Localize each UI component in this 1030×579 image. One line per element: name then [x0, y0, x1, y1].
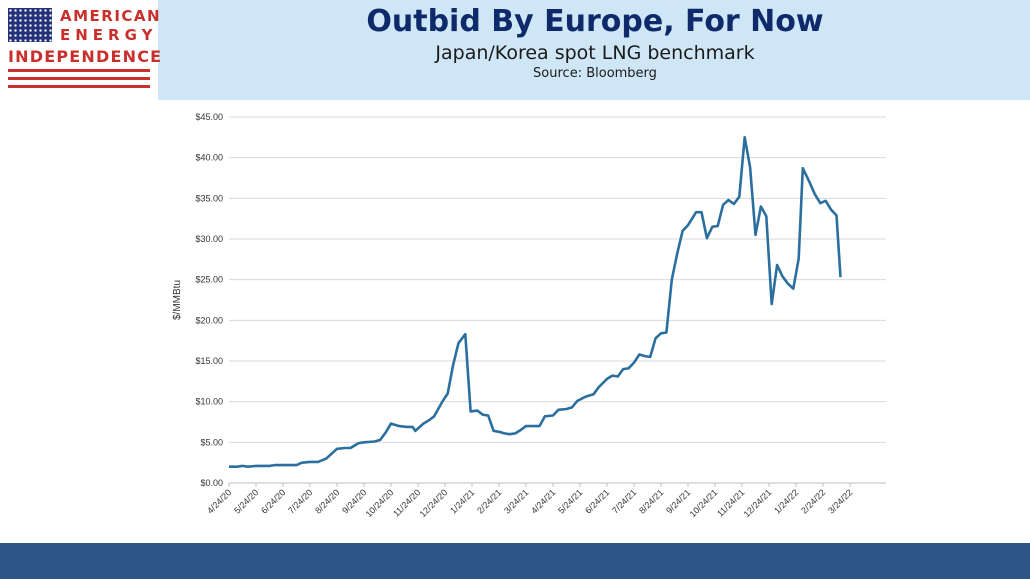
page-subtitle: Japan/Korea spot LNG benchmark — [435, 42, 755, 64]
x-tick-label: 10/24/20 — [364, 487, 396, 519]
footer-bar — [0, 543, 1030, 579]
logo-stripe — [8, 69, 150, 72]
y-axis-label: $/MMBtu — [172, 280, 183, 320]
gridlines — [229, 116, 886, 484]
logo-stripe — [8, 85, 150, 88]
x-tick-label: 1/24/22 — [772, 487, 800, 515]
series-lines — [229, 136, 842, 468]
y-tick-label: $20.00 — [195, 315, 223, 325]
source-note: Source: Bloomberg — [533, 66, 657, 81]
y-tick-label: $35.00 — [195, 193, 223, 203]
x-tick-label: 4/24/20 — [205, 487, 233, 515]
y-tick-label: $10.00 — [195, 397, 223, 407]
x-tick-label: 2/24/21 — [475, 487, 503, 515]
y-tick-label: $40.00 — [195, 153, 223, 163]
lng-price-chart: $0.00 $5.00 $10.00 $15.00 $20.00 $25.00 $30.00… — [172, 112, 886, 519]
x-tick-label: 3/24/21 — [502, 487, 530, 515]
x-tick-label: 8/24/21 — [637, 487, 665, 515]
y-tick-label: $15.00 — [195, 356, 223, 366]
x-tick-label: 2/24/22 — [799, 487, 827, 515]
x-tick-label: 1/24/21 — [448, 487, 476, 515]
y-tick-label: $0.00 — [200, 478, 223, 488]
x-tick-label: 12/24/21 — [742, 487, 774, 519]
page-title: Outbid By Europe, For Now — [366, 4, 824, 39]
x-tick-label: 7/24/21 — [610, 487, 638, 515]
logo-text-independence: INDEPENDENCE — [8, 47, 163, 66]
x-tick-label: 8/24/20 — [313, 487, 341, 515]
y-tick-label: $5.00 — [200, 437, 223, 447]
x-tick-label: 11/24/20 — [391, 487, 422, 518]
y-tick-labels: $0.00 $5.00 $10.00 $15.00 $20.00 $25.00 $30.00… — [195, 112, 223, 488]
x-tick-label: 4/24/21 — [529, 487, 557, 515]
y-tick-label: $25.00 — [195, 275, 223, 285]
x-tick-label: 12/24/20 — [418, 487, 450, 519]
logo: AMERICAN ENERGY INDEPENDENCE — [0, 0, 162, 100]
x-tick-labels: 4/24/205/24/206/24/207/24/208/24/209/24/… — [205, 487, 854, 519]
x-tick-label: 11/24/21 — [715, 487, 746, 518]
header-band — [0, 0, 1030, 100]
x-tick-label: 5/24/20 — [232, 487, 260, 515]
x-tick-label: 6/24/20 — [259, 487, 287, 515]
flag-icon — [8, 8, 52, 42]
x-tick-label: 6/24/21 — [583, 487, 611, 515]
x-tick-label: 7/24/20 — [286, 487, 314, 515]
logo-text-energy: ENERGY — [60, 26, 158, 44]
axes — [228, 482, 886, 487]
logo-text-american: AMERICAN — [60, 7, 162, 25]
x-tick-label: 5/24/21 — [556, 487, 584, 515]
x-tick-label: 10/24/21 — [688, 487, 720, 519]
logo-stripe — [8, 77, 150, 80]
series-line-lng-price — [229, 136, 842, 468]
x-tick-label: 3/24/22 — [826, 487, 854, 515]
y-tick-label: $30.00 — [195, 234, 223, 244]
y-tick-label: $45.00 — [195, 112, 223, 122]
